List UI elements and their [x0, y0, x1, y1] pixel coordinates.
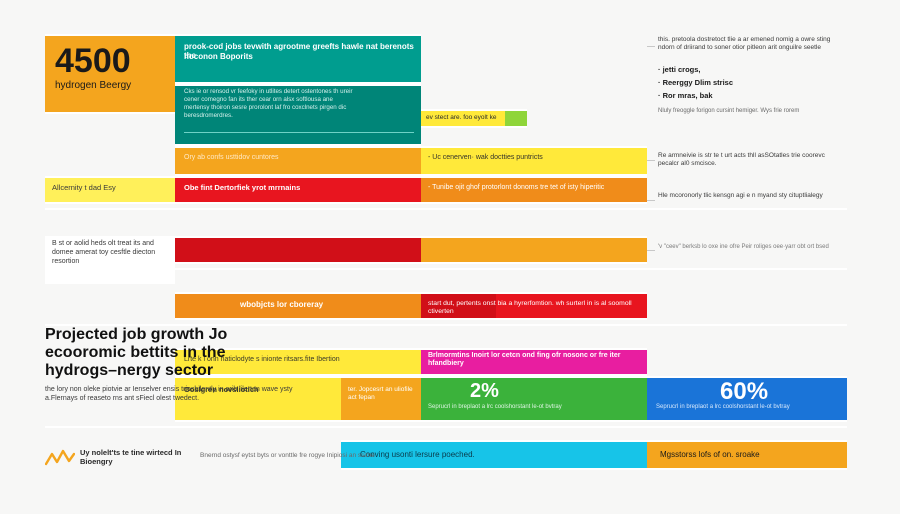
stat-label: hydrogen Beergy — [55, 80, 175, 92]
title-1: Projected job growth Jo — [45, 326, 245, 344]
percent-b-sub: Seprucrl in breplaot a lrc coolshorstant… — [656, 404, 841, 411]
row3-right: start dut, pertents onst bia a hyrerfomt… — [428, 300, 643, 316]
title-2: ecooromic bettits in the — [45, 344, 245, 362]
row2-left: Allcernity t dad Esy — [52, 184, 172, 193]
percent-a-sub: Seprucrl in breplaot a lrc coolshorstant… — [428, 404, 638, 411]
footnote: Bnernd ostysf eytst byts or vonttle fre … — [200, 452, 420, 459]
teal-body: Cks ie or rensod vr feefoky in utlites d… — [184, 88, 360, 120]
brand-logo — [45, 448, 75, 468]
percent-a: 2% — [470, 380, 550, 403]
rule-1 — [45, 268, 847, 270]
block-b11 — [421, 236, 647, 264]
logo-text: Uy nolelt'ts te tine wirtecd In Bioengry — [80, 448, 190, 466]
block-b10 — [175, 236, 421, 264]
percent-b: 60% — [720, 378, 820, 406]
title-sub: the lory non oleke piotvie ar Ienselver … — [45, 386, 315, 404]
side-item-1: · Reerggy Dlim strisc — [658, 79, 846, 88]
side-item-sub: Nluly freoggle forigon cursint hemiger. … — [658, 108, 846, 115]
row4-right: Brlmormtins Inoirt lor cetcn ond fing of… — [428, 352, 643, 369]
side-mid2: Hle mcoronorly tlic kensgn agi e n myand… — [658, 192, 846, 200]
row3-mid: wbobjcts lor cboreray — [240, 300, 415, 309]
row6-right: Mgsstorss lofs of on. sroake — [660, 450, 840, 459]
infographic-canvas: 4500hydrogen Beergyprook-cod jobs tevwit… — [0, 0, 900, 514]
stat-value: 4500 — [55, 42, 175, 81]
row1-right: - Uc cenerven· wak doctties puntricts — [428, 154, 638, 162]
row5-right-top: ter. Jopcesrt an uliofile act fepan — [348, 386, 418, 402]
title-3: hydrogs–nergy sector — [45, 362, 245, 380]
side-mid1: Re armneivie is str te t urt acts thll a… — [658, 152, 846, 168]
side-top: this. pretoola dostretoct tlie a ar emen… — [658, 36, 846, 52]
side-item-2: · Ror mras, bak — [658, 92, 846, 101]
row2-mid: Obe fint Dertorfiek yrot mrrnains — [184, 184, 414, 193]
rule-0 — [45, 208, 847, 210]
teal-heading-2: hoconon Boporits — [184, 52, 414, 61]
row2-right: - Tunibe ojit ghof protorlont donoms tre… — [428, 184, 643, 192]
rule-3 — [45, 426, 847, 428]
side-item-0: · jetti crogs, — [658, 66, 846, 75]
teal-footer: Ory ab confs usttidov cuntores — [184, 154, 414, 162]
left-small: B st or aolid heds olt treat its and dom… — [52, 240, 168, 266]
side-mid3: 'v "ceev" berksb lo oxe ine ofre Peir ro… — [658, 244, 846, 251]
yellow-inset-label: ev stect are. foo eyolt ke — [426, 114, 516, 121]
